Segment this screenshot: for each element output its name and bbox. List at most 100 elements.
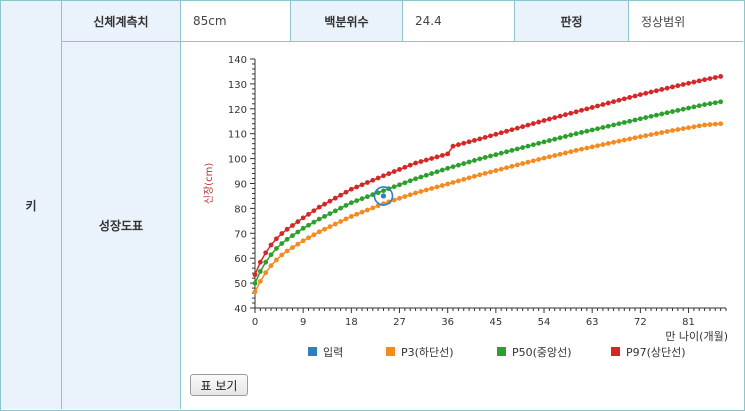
data-point: [696, 123, 702, 129]
legend-swatch: [497, 347, 506, 356]
series-P97(상단선): [252, 74, 724, 278]
data-point: [712, 75, 718, 80]
divider: [402, 1, 403, 41]
data-point: [461, 176, 467, 182]
divider: [514, 1, 515, 41]
data-point: [573, 109, 579, 115]
data-point: [359, 209, 365, 215]
growth-chart: 40 50 60 70 80 90 100 110 120 130 140 0 9 18 27 36 45 54 6…: [203, 55, 728, 359]
data-point: [691, 79, 697, 85]
y-tick-label: 50: [234, 279, 247, 290]
data-point: [439, 167, 445, 173]
data-point: [332, 195, 338, 201]
data-point: [482, 155, 488, 160]
chart-axes: 40 50 60 70 80 90 100 110 120 130 140 0 9 18 27 36 45 54 6…: [228, 55, 727, 328]
data-point: [686, 105, 691, 111]
judgement-value: 정상범위: [641, 14, 686, 29]
data-point: [434, 184, 440, 190]
data-point: [659, 87, 665, 92]
series-line: [254, 75, 721, 275]
data-point: [504, 128, 509, 134]
judgement-label: 판정: [560, 14, 583, 29]
x-tick-label: 81: [682, 317, 695, 328]
data-point: [429, 186, 435, 191]
data-point: [670, 84, 675, 90]
row-label-cell: 키: [1, 1, 61, 409]
data-point: [488, 133, 493, 139]
data-point: [632, 93, 638, 99]
data-point: [295, 229, 301, 235]
data-point: [263, 259, 269, 265]
data-point: [637, 134, 643, 140]
data-point: [600, 142, 606, 147]
data-point: [573, 147, 579, 153]
data-point: [659, 111, 665, 117]
y-tick-label: 80: [234, 204, 247, 215]
data-point: [407, 178, 413, 184]
data-point: [621, 120, 627, 125]
data-point: [274, 236, 279, 242]
x-tick-label: 0: [252, 317, 258, 328]
data-point: [696, 78, 702, 84]
data-point: [322, 226, 327, 232]
data-point: [348, 213, 354, 219]
data-point: [364, 180, 370, 185]
y-axis-label: 신장(cm): [203, 163, 215, 205]
chart-input-marker: [373, 186, 394, 206]
judgement-value-cell: 정상범위: [629, 1, 743, 41]
divider: [290, 1, 291, 41]
data-point: [370, 177, 376, 183]
data-point: [514, 125, 520, 131]
data-point: [611, 139, 617, 145]
data-point: [589, 127, 595, 133]
chart-legend: 입력 P3(하단선) P50(중앙선) P97(상단선): [308, 345, 686, 359]
data-point: [343, 203, 349, 208]
data-point: [413, 190, 418, 196]
data-point: [675, 127, 681, 132]
show-table-button[interactable]: 표 보기: [190, 374, 248, 396]
data-point: [402, 164, 408, 170]
data-point: [605, 123, 611, 129]
data-point: [557, 113, 563, 119]
y-tick-label: 60: [234, 254, 247, 265]
data-point: [568, 149, 574, 155]
data-point: [696, 103, 702, 109]
data-point: [257, 278, 263, 284]
data-point: [600, 125, 606, 130]
data-point: [563, 150, 568, 156]
data-point: [563, 134, 568, 139]
data-point: [530, 142, 536, 148]
data-point: [311, 208, 317, 214]
data-point: [536, 119, 542, 125]
data-point: [418, 189, 424, 194]
data-point: [643, 90, 649, 96]
data-point: [579, 107, 584, 113]
data-point: [268, 242, 274, 248]
data-point: [702, 122, 707, 128]
data-point: [632, 117, 638, 123]
data-point: [477, 136, 483, 142]
data-point: [381, 188, 386, 194]
percentile-label: 백분위수: [324, 14, 369, 29]
x-tick-label: 27: [393, 317, 406, 328]
data-point: [429, 171, 435, 176]
data-point: [568, 132, 574, 138]
y-tick-label: 130: [228, 80, 247, 91]
data-point: [450, 180, 456, 185]
data-point: [605, 100, 611, 106]
x-tick-label: 45: [489, 317, 502, 328]
x-tick-label: 9: [300, 317, 306, 328]
data-point: [563, 112, 568, 118]
data-point: [472, 173, 477, 179]
data-point: [579, 146, 584, 152]
input-point-ring: [373, 186, 394, 206]
data-point: [648, 132, 654, 138]
data-point: [364, 207, 370, 213]
data-point: [386, 171, 392, 177]
data-point: [364, 194, 370, 200]
data-point: [498, 166, 504, 172]
series-P50(중앙선): [252, 99, 724, 286]
data-point: [397, 182, 402, 188]
measure-value: 85cm: [193, 14, 227, 28]
data-point: [541, 155, 547, 161]
